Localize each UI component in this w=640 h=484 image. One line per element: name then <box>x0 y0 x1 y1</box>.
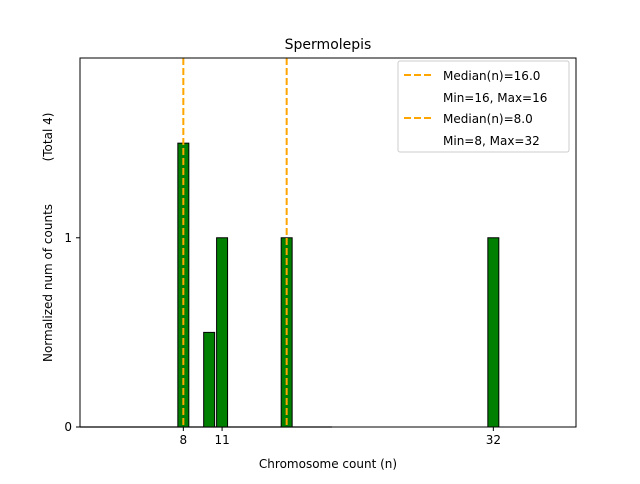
y-tick-label: 0 <box>64 420 72 434</box>
bar <box>216 237 229 428</box>
x-tick-label: 32 <box>486 433 501 447</box>
x-axis-label: Chromosome count (n) <box>259 457 397 471</box>
legend: Median(n)=16.0 Min=16, Max=16 Median(n)=… <box>397 60 570 153</box>
bar <box>487 237 500 428</box>
legend-label: Median(n)=8.0 <box>443 112 533 126</box>
y-axis-total-note: (Total 4) <box>41 113 55 162</box>
x-tick-label: 8 <box>180 433 188 447</box>
legend-label: Median(n)=16.0 <box>443 69 540 83</box>
y-axis-label: Normalized num of counts <box>41 204 55 362</box>
legend-box <box>397 60 570 153</box>
plot-area <box>80 58 500 428</box>
x-tick-label: 11 <box>214 433 229 447</box>
legend-sublabel: Min=16, Max=16 <box>443 91 547 105</box>
chart-title: Spermolepis <box>285 37 372 53</box>
axes-frame <box>79 57 577 428</box>
y-tick-label: 1 <box>64 231 72 245</box>
bar <box>203 331 216 428</box>
legend-sublabel: Min=8, Max=32 <box>443 134 540 148</box>
